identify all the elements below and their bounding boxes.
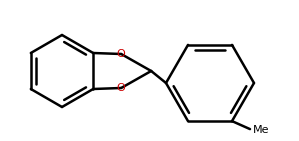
- Text: Me: Me: [253, 125, 269, 135]
- Text: O: O: [117, 83, 126, 93]
- Text: O: O: [117, 49, 126, 59]
